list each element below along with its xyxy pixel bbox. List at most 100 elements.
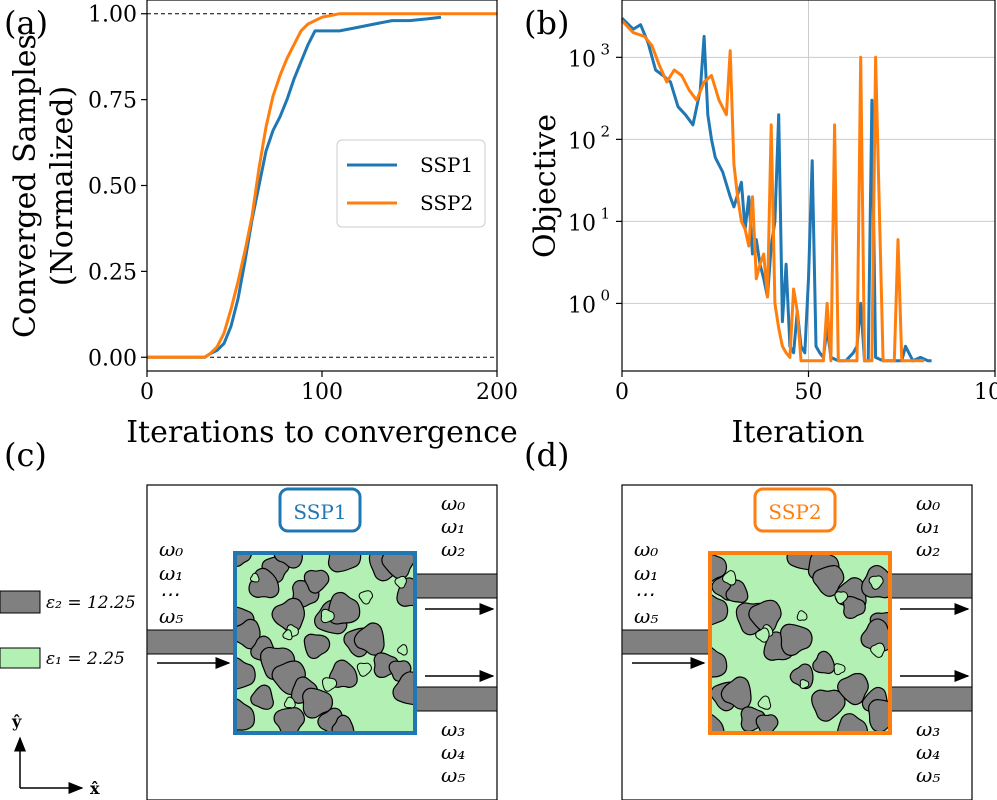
dielectric-blob [710, 713, 725, 733]
frequency-label-top-port: ω₂ [441, 537, 465, 561]
legend-ssp1-label: SSP1 [420, 153, 473, 177]
material-label-eps1: ε₁ = 2.25 [46, 649, 125, 669]
design-title-box [753, 487, 837, 533]
dielectric-blob [836, 713, 869, 733]
frequency-label-top-port: ω₁ [441, 514, 465, 538]
y-tick-label: 0.50 [88, 175, 137, 200]
dielectric-blob [353, 622, 385, 656]
y-tick-exponent: 3 [600, 40, 610, 58]
output-waveguide-bottom [414, 686, 498, 712]
dielectric-blob [868, 699, 890, 733]
design-pattern [710, 553, 890, 733]
dielectric-blob [720, 676, 752, 710]
panel-label-a: (a) [4, 4, 48, 42]
y-tick-label: 10 [568, 211, 596, 236]
output-waveguide-top [414, 573, 498, 599]
y-tick-exponent: 2 [600, 122, 610, 140]
y-axis-label: ŷ [11, 712, 22, 731]
dielectric-blob [710, 593, 729, 626]
y-tick-label: 10 [568, 129, 596, 154]
x-tick-label: 100 [301, 380, 343, 405]
design-title: SSP1 [293, 500, 346, 524]
dielectric-blob [271, 597, 305, 633]
x-tick-label: 200 [476, 380, 518, 405]
frequency-label-top-port: ω₀ [441, 491, 465, 515]
output-waveguide-top [889, 573, 973, 599]
cladding-island [868, 575, 884, 590]
series-line-ssp2 [147, 12, 497, 359]
dielectric-blob [812, 650, 836, 675]
cladding-island [321, 677, 338, 692]
chart-a-ylabel-line1: Converged Samples [8, 34, 43, 338]
x-tick-label: 50 [795, 380, 823, 405]
y-tick-exponent: 1 [600, 204, 610, 222]
frequency-label-top-port: ω₀ [916, 491, 940, 515]
frequency-label-input: ⋯ [634, 582, 654, 606]
cladding-island [755, 627, 770, 643]
series-line-ssp2 [620, 19, 925, 363]
design-region-outline [233, 551, 417, 735]
dielectric-blob [303, 633, 331, 660]
cladding-island [397, 644, 408, 656]
dielectric-blob [302, 687, 334, 719]
chart-b-ylabel: Objective [528, 114, 563, 258]
dielectric-blob [235, 657, 256, 690]
material-swatch-light [0, 647, 41, 669]
dielectric-blob [710, 646, 728, 678]
dielectric-blob [250, 684, 274, 710]
cladding-island [283, 696, 296, 709]
frequency-label-input: ω₀ [634, 537, 658, 561]
frequency-label-input: ω₁ [634, 561, 658, 585]
frequency-label-bottom-port: ω₄ [916, 740, 940, 764]
material-swatch-dark [0, 590, 41, 614]
cladding-island [796, 610, 808, 621]
dielectric-blob [842, 595, 866, 620]
frequency-label-bottom-port: ω₅ [441, 763, 465, 787]
input-waveguide [621, 629, 711, 655]
x-tick-label: 0 [615, 380, 629, 405]
y-tick-label: 0.75 [88, 89, 137, 114]
cladding-island [722, 570, 737, 586]
panel-label-d: (d) [524, 436, 569, 474]
material-legend: ε₂ = 12.25 ε₁ = 2.25 [0, 590, 136, 669]
dielectric-blob [327, 553, 362, 573]
y-tick-label: 10 [568, 47, 596, 72]
input-waveguide [146, 629, 236, 655]
output-waveguide-bottom [889, 686, 973, 712]
dielectric-blob [381, 553, 415, 580]
frequency-label-input: ω₁ [159, 561, 183, 585]
cladding-island [356, 662, 372, 677]
panel-label-c: (c) [4, 436, 47, 474]
cladding-island [834, 591, 849, 605]
cladding-island [394, 575, 407, 589]
legend-box [336, 139, 486, 228]
x-tick-label: 100 [974, 380, 997, 405]
frequency-label-bottom-port: ω₄ [441, 740, 465, 764]
cladding-island [249, 572, 260, 583]
dielectric-blob [235, 553, 252, 567]
design-title: SSP2 [768, 500, 821, 524]
dielectric-blob [273, 553, 303, 569]
chart-a-legend: SSP1 SSP2 [336, 139, 486, 228]
cladding-island [870, 642, 886, 658]
legend-ssp2-label: SSP2 [420, 191, 473, 215]
frequency-label-input: ω₅ [159, 604, 183, 628]
frequency-label-top-port: ω₂ [916, 537, 940, 561]
chart-b-xlabel: Iteration [732, 415, 865, 450]
y-tick-label: 0.00 [88, 346, 137, 371]
frequency-label-input: ⋯ [159, 582, 179, 606]
y-tick-exponent: 0 [600, 286, 610, 304]
chart-a-ylabel-line2: (Normalized) [45, 86, 80, 286]
dielectric-blob [779, 623, 813, 657]
cladding-island [282, 629, 293, 641]
frequency-label-top-port: ω₁ [916, 514, 940, 538]
dielectric-blob [235, 698, 255, 732]
dielectric-blob [331, 714, 355, 733]
material-label-eps2: ε₂ = 12.25 [46, 593, 136, 613]
dielectric-blob [748, 599, 782, 634]
chart-a: 0 100 200 0.00 0.25 0.50 0.75 1.00 Iterations … [8, 0, 518, 450]
